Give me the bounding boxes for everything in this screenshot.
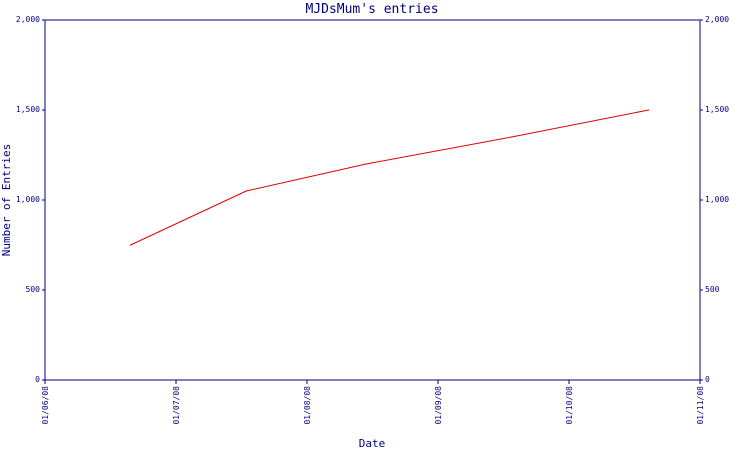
data-point [245,190,247,192]
y-tick-label-left: 1,500 [16,105,40,114]
chart-title: MJDsMum's entries [305,2,438,17]
x-axis: 01/06/08 01/07/08 01/08/08 01/09/08 01/10/08… [41,380,705,425]
x-axis-label: Date [359,437,386,450]
y-axis-left: 0 500 1,000 1,500 2,000 [16,15,45,384]
y-tick-label-left: 1,000 [16,195,40,204]
y-tick-label-left: 0 [35,375,40,384]
series-layer [130,109,650,246]
x-tick-label: 01/11/08 [696,386,705,425]
y-axis-label: Number of Entries [0,144,13,257]
data-point [511,136,513,138]
y-tick-label-left: 2,000 [16,15,40,24]
y-tick-label-right: 1,000 [705,195,729,204]
y-tick-label-right: 1,500 [705,105,729,114]
y-tick-label-right: 500 [705,285,720,294]
x-tick-label: 01/09/08 [434,386,443,425]
data-point [365,163,367,165]
x-tick-label: 01/08/08 [303,386,312,425]
y-axis-right: 0 500 1,000 1,500 2,000 [700,15,729,384]
x-tick-label: 01/07/08 [172,386,181,425]
plot-frame [44,19,701,381]
x-tick-label: 01/06/08 [41,386,50,425]
data-point [130,244,132,246]
x-tick-label: 01/10/08 [565,386,574,425]
data-point [648,109,650,111]
series-line [130,109,649,246]
y-tick-label-left: 500 [26,285,41,294]
y-tick-label-right: 2,000 [705,15,729,24]
y-tick-label-right: 0 [705,375,710,384]
